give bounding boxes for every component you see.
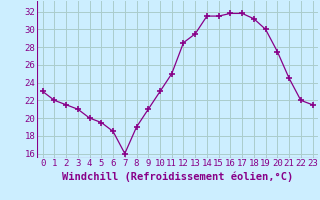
X-axis label: Windchill (Refroidissement éolien,°C): Windchill (Refroidissement éolien,°C) [62, 171, 293, 182]
